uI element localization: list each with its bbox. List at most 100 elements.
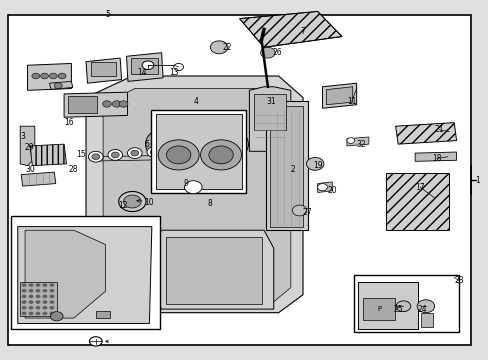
Circle shape [42,294,47,298]
Polygon shape [239,12,341,47]
Circle shape [21,300,26,304]
Circle shape [102,101,111,107]
Polygon shape [86,58,122,83]
Circle shape [21,312,26,315]
Text: 23: 23 [453,276,463,285]
Circle shape [29,289,33,293]
Bar [420,313,432,327]
Circle shape [173,63,183,71]
Text: 19: 19 [312,161,322,170]
Polygon shape [317,182,331,193]
Polygon shape [86,76,303,313]
Text: 6: 6 [144,140,149,149]
Circle shape [49,312,54,315]
Polygon shape [346,137,368,146]
Text: 3: 3 [20,132,25,141]
Circle shape [88,151,103,162]
Circle shape [29,283,33,287]
Text: 1: 1 [474,176,479,185]
Polygon shape [27,63,71,90]
Circle shape [42,289,47,293]
Circle shape [150,149,158,155]
Polygon shape [126,53,163,81]
Circle shape [210,41,227,54]
Circle shape [21,289,26,293]
Text: 4: 4 [193,96,198,105]
Circle shape [142,61,154,69]
Text: 17: 17 [414,183,424,192]
Circle shape [317,184,327,191]
Circle shape [346,138,354,143]
Bar [11,216,160,329]
Circle shape [36,294,41,298]
Circle shape [54,83,62,89]
Circle shape [21,294,26,298]
Bar [151,110,245,193]
Text: 9: 9 [183,179,188,188]
Circle shape [36,283,41,287]
Circle shape [42,283,47,287]
Polygon shape [395,123,456,144]
Polygon shape [49,81,73,89]
Text: 28: 28 [68,165,78,174]
Bar [20,282,57,316]
Circle shape [36,289,41,293]
Text: 21: 21 [434,125,444,134]
Polygon shape [25,230,105,318]
Polygon shape [357,282,417,329]
Circle shape [208,146,233,164]
Bar [131,58,158,74]
Polygon shape [266,101,307,230]
Circle shape [49,73,57,79]
Circle shape [147,147,161,157]
Circle shape [200,140,241,170]
Text: 10: 10 [144,198,154,207]
Polygon shape [414,152,456,161]
Text: 18: 18 [431,154,441,163]
Circle shape [210,134,239,155]
Circle shape [185,149,200,160]
Circle shape [189,152,197,158]
Circle shape [145,127,192,161]
Bar [91,62,116,76]
Circle shape [58,73,66,79]
Circle shape [29,306,33,310]
Text: 15: 15 [76,150,86,159]
Polygon shape [30,144,66,166]
Circle shape [260,47,275,58]
Circle shape [306,157,324,170]
Circle shape [169,149,177,155]
Text: 31: 31 [266,96,276,105]
Text: 20: 20 [327,186,336,195]
Polygon shape [152,230,273,309]
Circle shape [32,73,40,79]
Bar [362,298,394,320]
Circle shape [42,306,47,310]
Circle shape [29,312,33,315]
Polygon shape [249,87,290,151]
Circle shape [108,149,122,160]
Circle shape [42,300,47,304]
Text: 29: 29 [24,143,34,152]
Circle shape [21,306,26,310]
Circle shape [292,205,306,216]
Text: 24: 24 [417,305,427,314]
Circle shape [36,300,41,304]
Polygon shape [322,83,356,108]
Circle shape [92,154,100,159]
Circle shape [395,301,410,312]
Circle shape [36,306,41,310]
Circle shape [201,127,248,161]
Text: 25: 25 [392,305,402,314]
Bar [166,237,261,304]
Circle shape [49,294,54,298]
Circle shape [21,283,26,287]
Circle shape [49,289,54,293]
Circle shape [42,312,47,315]
Circle shape [416,300,434,313]
Circle shape [29,300,33,304]
Circle shape [131,150,139,156]
Text: 11: 11 [346,96,356,105]
Circle shape [154,134,183,155]
Bar [254,94,285,130]
